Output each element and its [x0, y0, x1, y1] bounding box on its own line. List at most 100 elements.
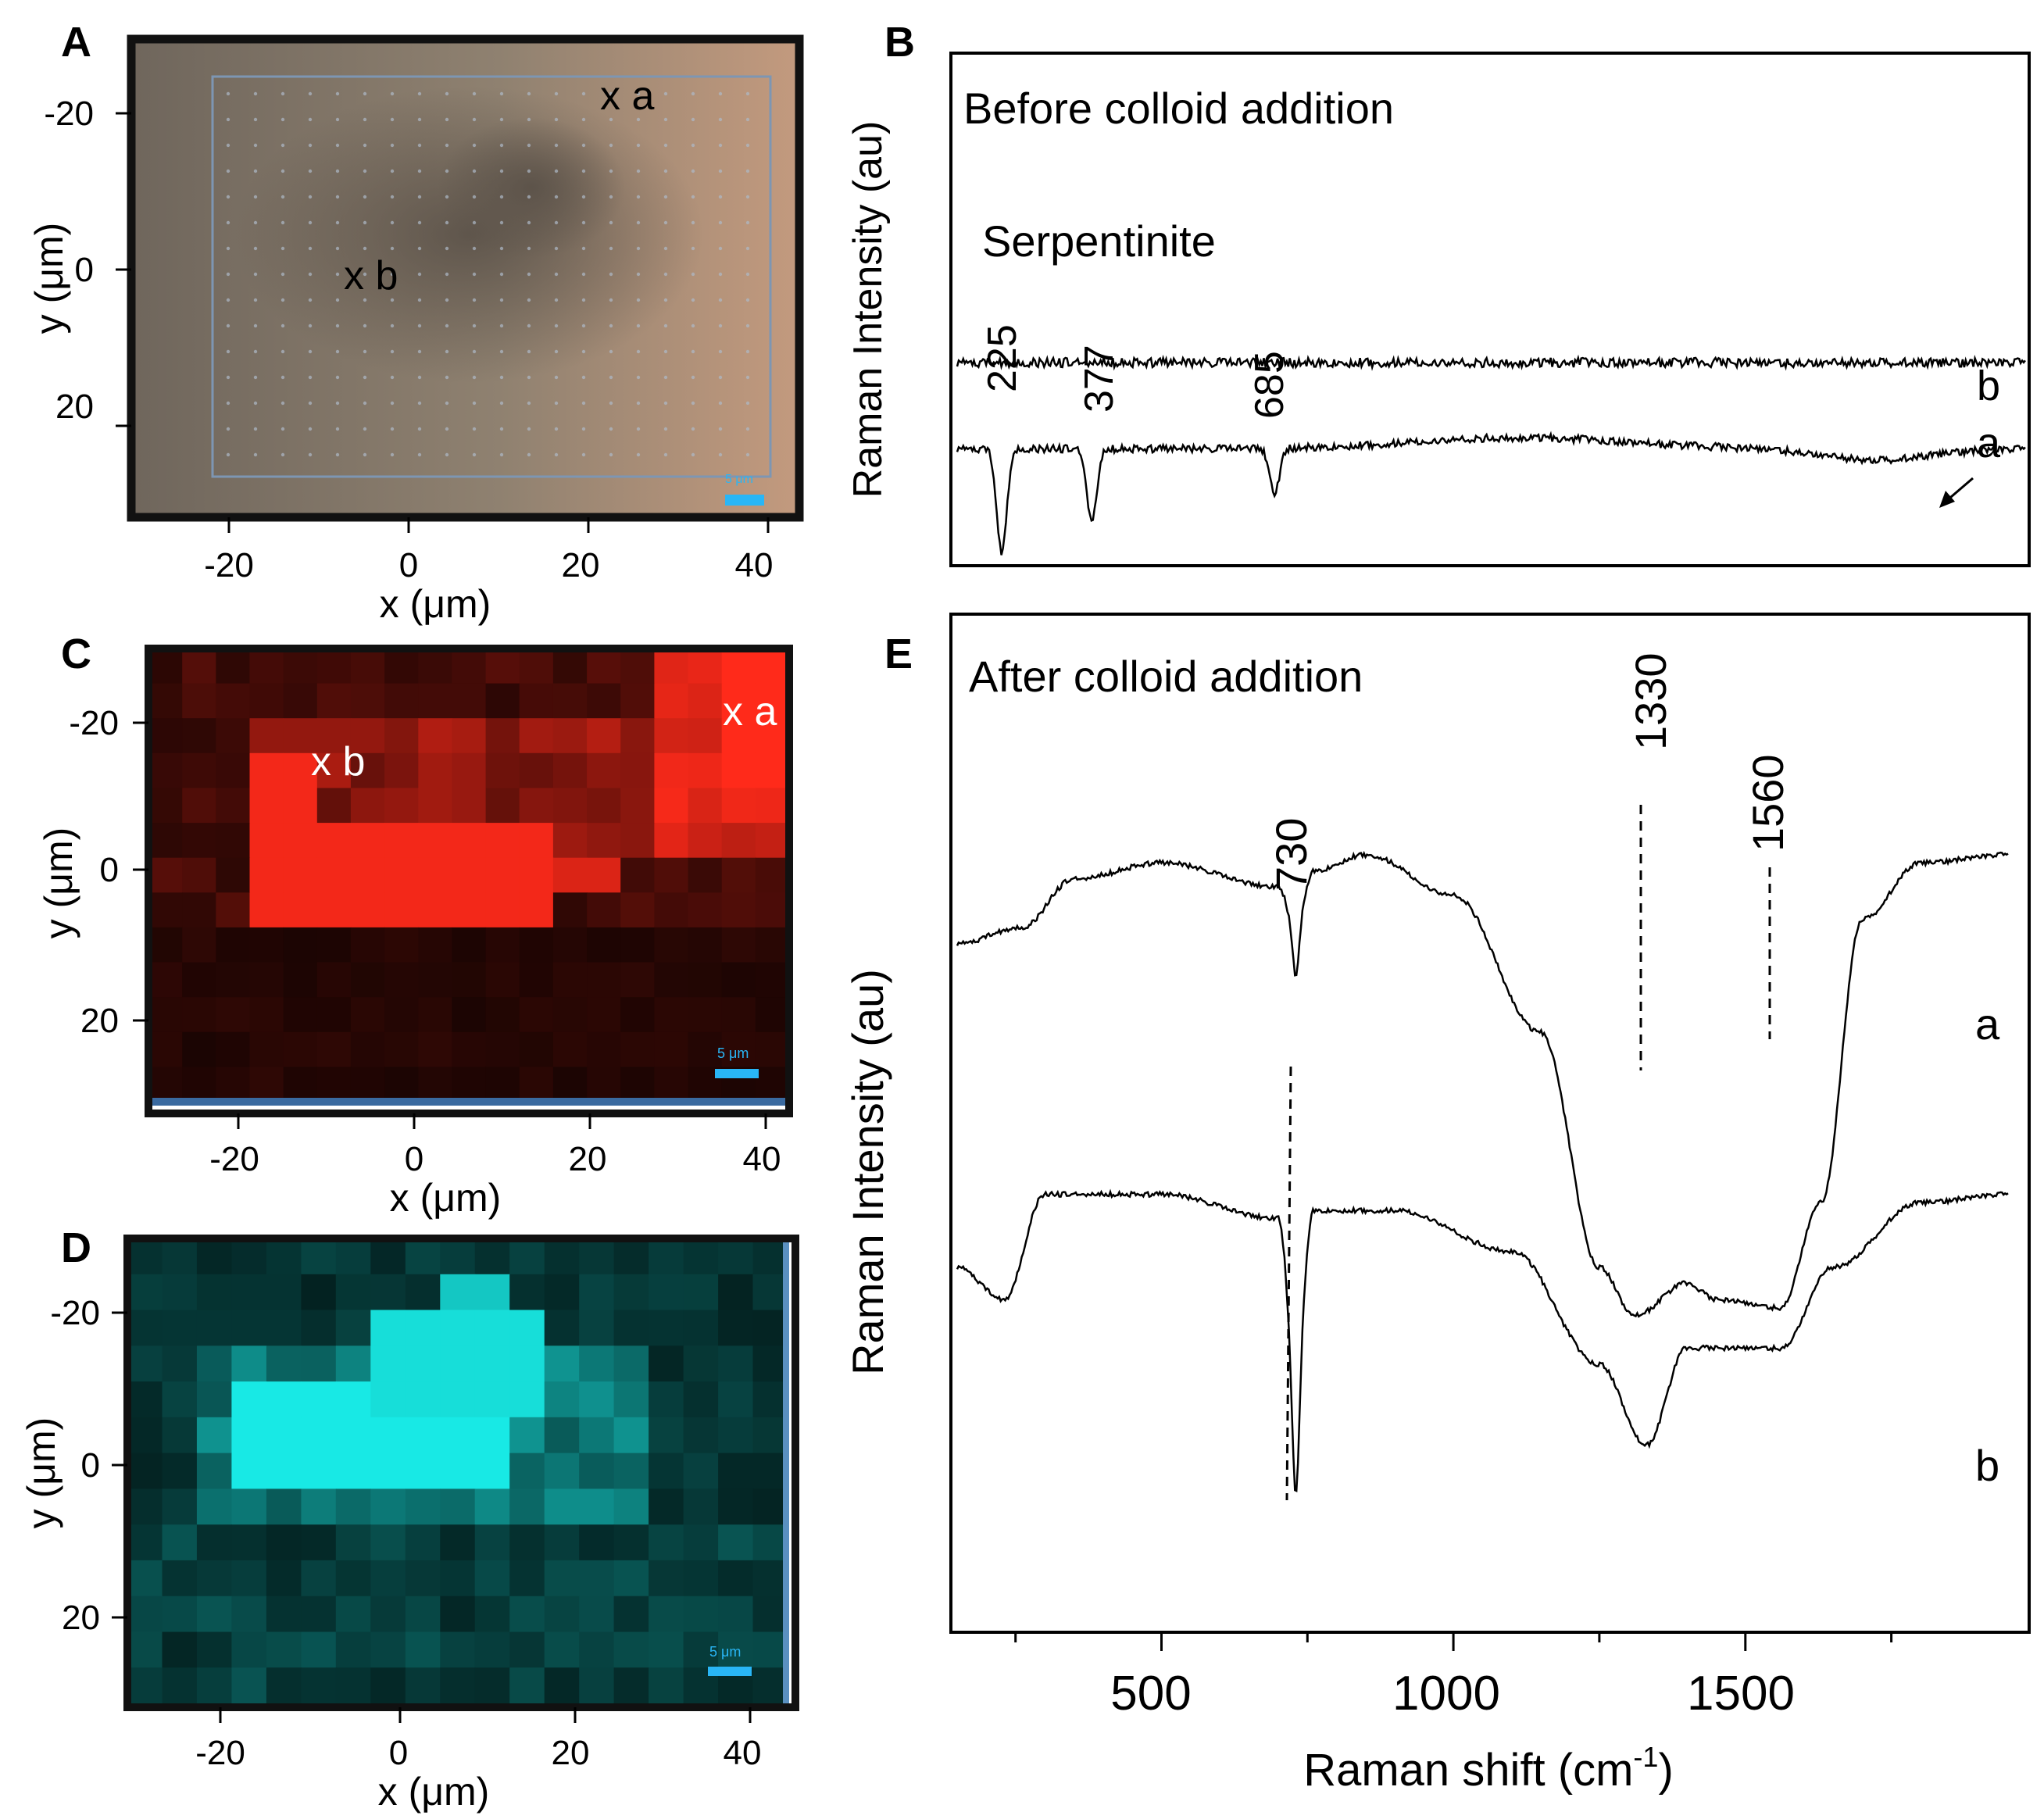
heatmap-cell	[370, 1524, 406, 1561]
grid-dot	[308, 323, 313, 328]
heatmap-cell	[405, 1488, 441, 1525]
grid-dot	[417, 272, 422, 277]
panel-e-xtick-500: 500	[1110, 1667, 1191, 1721]
heatmap-cell	[162, 1274, 198, 1311]
heatmap-cell	[587, 788, 621, 824]
panel-d-letter: D	[61, 1224, 91, 1271]
panel-a-ytick-2: 0	[75, 251, 94, 289]
heatmap-cell	[335, 1524, 371, 1561]
heatmap-cell	[755, 683, 790, 719]
grid-dot	[445, 323, 449, 328]
grid-dot	[745, 117, 750, 122]
grid-dot	[308, 117, 313, 122]
grid-dot	[226, 220, 230, 225]
heatmap-cell	[755, 857, 790, 893]
heatmap-cell	[350, 683, 385, 719]
heatmap-cell	[452, 997, 487, 1033]
heatmap-cell	[579, 1310, 615, 1346]
heatmap-cell	[683, 1524, 719, 1561]
grid-dot	[581, 220, 586, 225]
grid-dot	[417, 169, 422, 173]
heatmap-cell	[721, 823, 756, 859]
heatmap-cell	[688, 718, 723, 754]
grid-dot	[609, 195, 613, 199]
panel-d-xtick-4: 40	[724, 1734, 762, 1772]
heatmap-cell	[649, 1560, 684, 1597]
heatmap-cell	[316, 1067, 352, 1102]
heatmap-cell	[752, 1417, 788, 1454]
heatmap-cell	[384, 927, 419, 963]
grid-dot	[499, 220, 504, 225]
panel-a-grid-dots	[226, 91, 750, 457]
heatmap-cell	[474, 1417, 510, 1454]
grid-dot	[554, 452, 559, 457]
heatmap-cell	[440, 1631, 476, 1668]
heatmap-cell	[587, 718, 621, 754]
panel-c-xlabel: x (μm)	[390, 1176, 502, 1220]
heatmap-cell	[474, 1631, 510, 1668]
grid-dot	[445, 452, 449, 457]
grid-dot	[527, 452, 531, 457]
grid-dot	[363, 375, 367, 380]
grid-dot	[499, 323, 504, 328]
grid-dot	[663, 349, 668, 354]
grid-dot	[527, 272, 531, 277]
grid-dot	[745, 91, 750, 96]
heatmap-cell	[440, 1524, 476, 1561]
grid-dot	[417, 375, 422, 380]
heatmap-cell	[440, 1417, 476, 1454]
heatmap-cell	[266, 1345, 302, 1382]
grid-dot	[472, 349, 477, 354]
heatmap-cell	[216, 927, 251, 963]
heatmap-cell	[755, 718, 790, 754]
heatmap-cell	[148, 683, 183, 719]
heatmap-cell	[683, 1310, 719, 1346]
grid-dot	[581, 323, 586, 328]
heatmap-cell	[552, 962, 588, 998]
panel-c-xtick-3: 20	[569, 1140, 607, 1178]
heatmap-cell	[405, 1524, 441, 1561]
heatmap-cell	[418, 823, 453, 859]
heatmap-cell	[509, 1560, 545, 1597]
grid-dot	[554, 91, 559, 96]
grid-dot	[554, 117, 559, 122]
panel-a-xtick-3: 20	[562, 546, 600, 584]
grid-dot	[390, 298, 395, 302]
heatmap-cell	[654, 1031, 689, 1067]
grid-dot	[472, 427, 477, 431]
heatmap-cell	[613, 1560, 649, 1597]
heatmap-cell	[283, 1031, 318, 1067]
heatmap-cell	[249, 997, 284, 1033]
heatmap-cell	[752, 1524, 788, 1561]
grid-dot	[691, 323, 695, 328]
panel-d-scalebar	[708, 1667, 752, 1676]
heatmap-cell	[405, 1381, 441, 1418]
grid-dot	[718, 427, 723, 431]
heatmap-cell	[182, 788, 216, 824]
heatmap-cell	[474, 1381, 510, 1418]
heatmap-cell	[231, 1238, 267, 1275]
heatmap-cell	[587, 823, 621, 859]
heatmap-cell	[249, 1031, 284, 1067]
panel-e-peak-guides	[1285, 805, 1771, 1501]
heatmap-cell	[683, 1453, 719, 1489]
heatmap-cell	[384, 857, 419, 893]
heatmap-cell	[649, 1453, 684, 1489]
heatmap-cell	[384, 683, 419, 719]
heatmap-cell	[350, 857, 385, 893]
heatmap-cell	[316, 683, 352, 719]
grid-dot	[581, 91, 586, 96]
grid-dot	[226, 246, 230, 251]
heatmap-cell	[587, 997, 621, 1033]
heatmap-cell	[654, 649, 689, 684]
panel-c-letter: C	[61, 631, 91, 677]
heatmap-cell	[283, 752, 318, 788]
grid-dot	[335, 169, 340, 173]
grid-dot	[609, 323, 613, 328]
panel-c: C x a x b 5 μm -20 0 20 -20 0 20 40 x (μ…	[37, 631, 793, 1220]
grid-dot	[718, 220, 723, 225]
grid-dot	[718, 349, 723, 354]
heatmap-cell	[552, 892, 588, 928]
heatmap-cell	[718, 1274, 754, 1311]
heatmap-cell	[196, 1310, 232, 1346]
